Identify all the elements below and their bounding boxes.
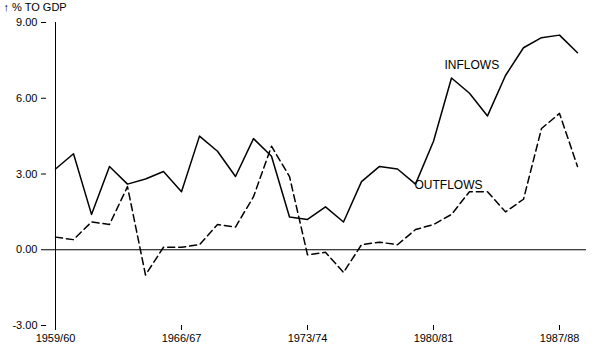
svg-text:1987/88: 1987/88 [540,332,580,344]
svg-text:6.00: 6.00 [16,92,37,104]
svg-text:1959/60: 1959/60 [36,332,76,344]
svg-text:↑ % TO GDP: ↑ % TO GDP [4,1,67,13]
svg-text:1973/74: 1973/74 [288,332,328,344]
svg-text:1980/81: 1980/81 [414,332,454,344]
svg-text:-3.00: -3.00 [12,319,37,331]
svg-text:9.00: 9.00 [16,16,37,28]
svg-text:3.00: 3.00 [16,168,37,180]
svg-text:INFLOWS: INFLOWS [445,58,500,72]
svg-text:1966/67: 1966/67 [162,332,202,344]
svg-text:OUTFLOWS: OUTFLOWS [415,178,483,192]
svg-text:0.00: 0.00 [16,243,37,255]
